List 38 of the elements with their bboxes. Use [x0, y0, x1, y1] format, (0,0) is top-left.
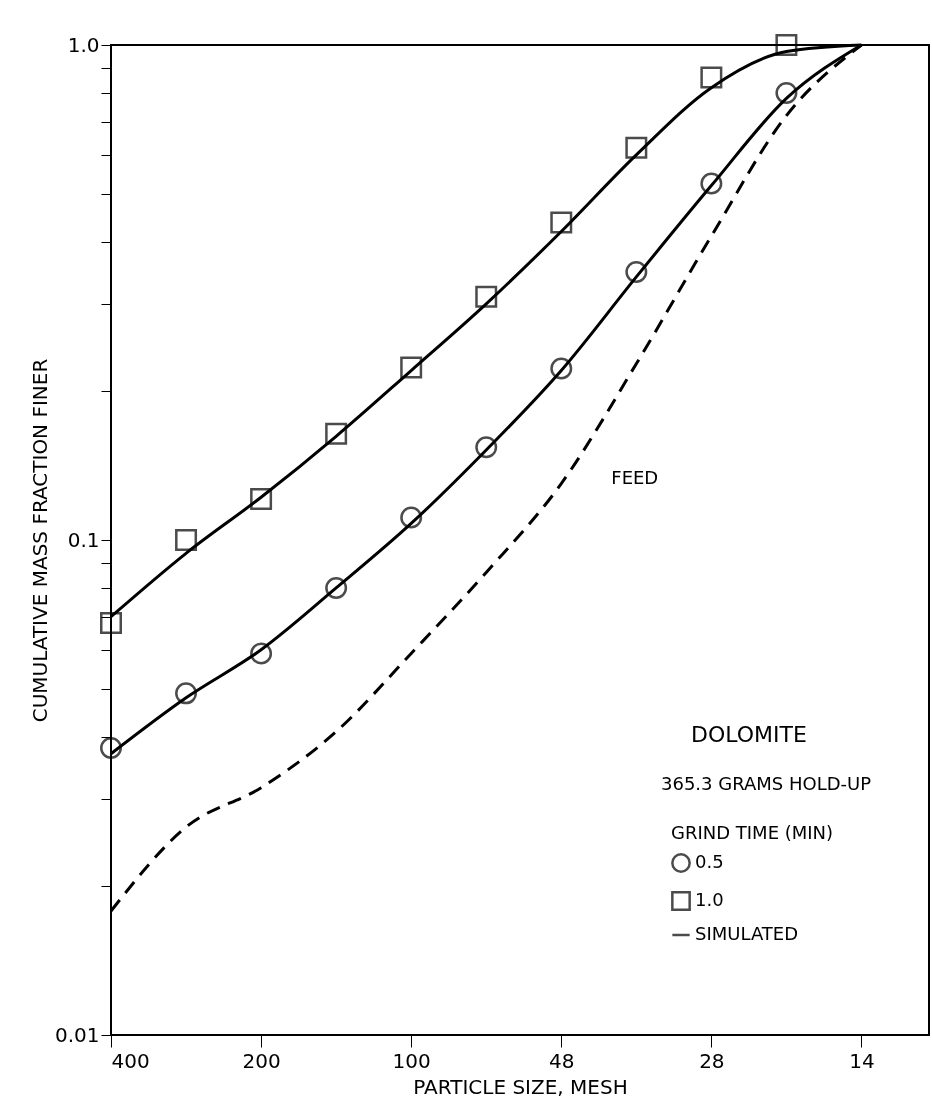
point	[775, 34, 798, 56]
y-tick-label: 1.0	[67, 32, 100, 57]
legend-label: SIMULATED	[695, 923, 799, 944]
x-tick-label: 400	[111, 1048, 150, 1073]
point	[700, 172, 723, 195]
point	[325, 576, 348, 599]
point	[475, 285, 498, 308]
legend-title: GRIND TIME (MIN)	[671, 822, 834, 843]
annotation: 365.3 GRAMS HOLD-UP	[661, 773, 872, 794]
legend-label: 0.5	[695, 851, 724, 872]
y-tick-label: 0.01	[54, 1022, 100, 1047]
point	[175, 529, 198, 551]
y-tick-label: 0.1	[67, 527, 100, 552]
y-axis-title: CUMULATIVE MASS FRACTION FINER	[27, 358, 52, 723]
x-tick-label: 14	[849, 1048, 875, 1073]
x-tick-label: 100	[392, 1048, 431, 1073]
point	[550, 357, 573, 380]
point	[400, 506, 423, 529]
point	[550, 211, 573, 234]
annotation: FEED	[611, 466, 659, 488]
legend-label: 1.0	[695, 889, 724, 910]
point	[175, 682, 198, 705]
point	[700, 66, 723, 89]
point	[475, 436, 498, 459]
point	[325, 422, 348, 445]
point	[250, 642, 273, 665]
point	[100, 737, 122, 759]
point	[100, 611, 122, 634]
x-tick-label: 200	[242, 1048, 281, 1073]
point	[400, 356, 423, 379]
x-tick-label: 48	[549, 1048, 575, 1073]
x-tick-label: 28	[699, 1048, 725, 1073]
point	[625, 260, 648, 283]
annotation: DOLOMITE	[691, 722, 807, 747]
point	[625, 136, 648, 159]
point	[250, 488, 273, 511]
x-axis-title: PARTICLE SIZE, MESH	[413, 1074, 628, 1099]
point	[775, 81, 798, 104]
